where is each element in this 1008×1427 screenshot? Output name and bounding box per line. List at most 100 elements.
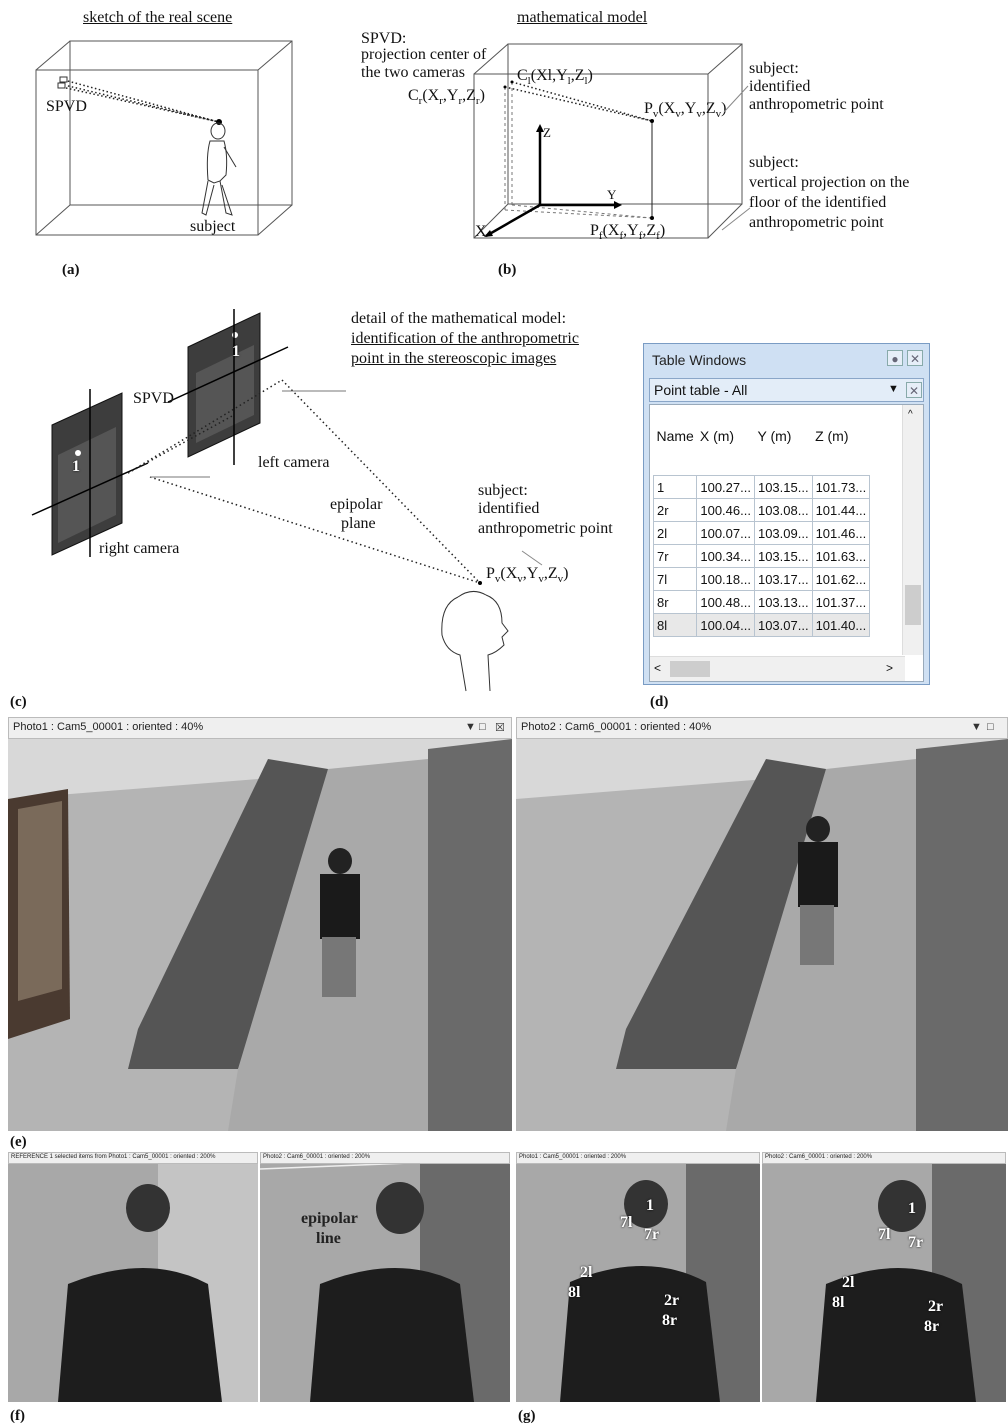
f-photo2-image: [260, 1164, 510, 1402]
photo2-image: [516, 739, 1008, 1131]
panel-b-title: mathematical model: [517, 9, 648, 26]
stereo-subject-line2: identified: [478, 500, 540, 517]
model-subject2-line3: floor of the identified: [749, 194, 887, 211]
g1-point-7l: 7l: [620, 1214, 633, 1231]
model-subject2-line2: vertical projection on the: [749, 174, 910, 191]
photo1-title-bar: Photo1 : Cam5_00001 : oriented : 40% ▼ □…: [8, 717, 512, 739]
model-subject1-line2: identified: [749, 78, 811, 95]
scroll-up-icon[interactable]: ^: [908, 409, 913, 420]
g2-point-8r: 8r: [924, 1318, 940, 1335]
table-row[interactable]: 7l 100.18... 103.17... 101.62...: [652, 567, 871, 591]
chevron-down-icon[interactable]: ▼: [888, 383, 899, 395]
photo2-title-bar: Photo2 : Cam6_00001 : oriented : 40% ▼ □: [516, 717, 1008, 739]
detail-title-line2: identification of the anthropometric: [351, 330, 579, 347]
table-row[interactable]: 2l 100.07... 103.09... 101.46...: [652, 521, 871, 545]
panel-a-label: (a): [62, 262, 80, 278]
axis-x-label: X: [475, 223, 487, 240]
axis-y-label: Y: [607, 187, 617, 202]
g2-point-2l: 2l: [842, 1274, 855, 1291]
g-photo1-image: [516, 1164, 760, 1402]
model-spvd-line2: projection center of: [361, 46, 487, 63]
stereo-subject-line1: subject:: [478, 482, 528, 499]
stereo-spvd-label: SPVD: [133, 390, 174, 407]
g-photo1-title: Photo1 : Cam5_00001 : oriented : 200%: [516, 1152, 760, 1164]
detail-title-line3: point in the stereoscopic images: [351, 350, 557, 367]
left-image-point-1: 1: [232, 343, 240, 360]
sketch-spvd-label: SPVD: [46, 98, 87, 115]
point-pv-label: Pv(Xv,Yv,Zv): [644, 100, 727, 121]
right-camera-label: right camera: [99, 540, 180, 557]
g1-point-7r: 7r: [644, 1226, 660, 1243]
epipolar-line-label-1: epipolar: [301, 1210, 358, 1227]
close-icon[interactable]: ✕: [907, 350, 923, 366]
g1-point-2l: 2l: [580, 1264, 593, 1281]
epipolar-plane-line2: plane: [341, 515, 376, 532]
col-header-x[interactable]: X (m): [699, 428, 735, 444]
left-camera-label: left camera: [258, 454, 330, 471]
g2-point-7r: 7r: [908, 1234, 924, 1251]
photo1-image: [8, 739, 512, 1131]
photo1-title: Photo1 : Cam5_00001 : oriented : 40%: [13, 721, 204, 733]
col-header-name[interactable]: Name: [656, 428, 694, 444]
point-cl-label: Cl(Xl,Yl,Zl): [517, 67, 593, 88]
f-photo1-image: [8, 1164, 258, 1402]
table-row[interactable]: 7r 100.34... 103.15... 101.63...: [652, 544, 871, 568]
detail-title-line1: detail of the mathematical model:: [351, 310, 567, 327]
g2-point-8l: 8l: [832, 1294, 845, 1311]
panel-a-title: sketch of the real scene: [83, 9, 233, 26]
model-subject2-line1: subject:: [749, 154, 799, 171]
dropdown-icon[interactable]: ▼: [465, 721, 476, 733]
point-cr-label: Cr(Xr,Yr,Zr): [408, 87, 485, 108]
scroll-left-icon[interactable]: <: [654, 661, 662, 675]
f-photo1-title: REFERENCE 1 selected items from Photo1 :…: [8, 1152, 258, 1164]
stereo-subject-line3: anthropometric point: [478, 520, 613, 537]
table-row[interactable]: 8r 100.48... 103.13... 101.37...: [652, 590, 871, 614]
maximize-icon[interactable]: □: [987, 721, 994, 733]
model-subject2-line4: anthropometric point: [749, 214, 884, 231]
g-photo2-title: Photo2 : Cam6_00001 : oriented : 200%: [762, 1152, 1006, 1164]
g2-point-2r: 2r: [928, 1298, 944, 1315]
photo1-window: Photo1 : Cam5_00001 : oriented : 40% ▼ □…: [8, 717, 512, 1131]
scroll-right-icon[interactable]: >: [886, 661, 894, 675]
g2-point-7l: 7l: [878, 1226, 891, 1243]
epipolar-plane-line1: epipolar: [330, 496, 383, 513]
table-window: Table Windows ● ✕ Point table - All ▼ ✕ …: [643, 343, 930, 685]
point-pf-label: Pf(Xf,Yf,Zf): [590, 222, 666, 243]
g1-point-2r: 2r: [664, 1292, 680, 1309]
stereo-diagram: [31, 309, 543, 692]
table-window-title: Table Windows: [652, 352, 747, 368]
panel-d-label: (d): [650, 694, 669, 710]
scroll-thumb[interactable]: [905, 585, 921, 625]
dropdown-value: Point table - All: [654, 382, 748, 398]
model-spvd-line1: SPVD:: [361, 30, 407, 47]
close-icon[interactable]: ☒: [495, 722, 505, 734]
g-photo2-image: [762, 1164, 1006, 1402]
panel-b-label: (b): [498, 262, 517, 278]
point-table-dropdown[interactable]: Point table - All ▼ ✕: [649, 378, 924, 402]
point-table-body: Name X (m) Y (m) Z (m) 1 100.27... 103.15.…: [649, 404, 924, 682]
model-leader-lines: [721, 85, 751, 231]
col-header-y[interactable]: Y (m): [757, 428, 792, 444]
vertical-scrollbar[interactable]: ^: [902, 405, 923, 655]
g1-point-8l: 8l: [568, 1284, 581, 1301]
table-row[interactable]: 8l 100.04... 103.07... 101.40...: [652, 613, 871, 637]
col-header-z[interactable]: Z (m): [815, 428, 849, 444]
model-subject1-line1: subject:: [749, 60, 799, 77]
f-photo2-title: Photo2 : Cam6_00001 : oriented : 200%: [260, 1152, 510, 1164]
model-subject1-line3: anthropometric point: [749, 96, 884, 113]
dropdown-close-icon[interactable]: ✕: [906, 382, 922, 398]
horizontal-scrollbar[interactable]: < >: [650, 656, 905, 681]
dropdown-icon[interactable]: ▼: [971, 721, 982, 733]
table-row[interactable]: 1 100.27... 103.15... 101.73...: [652, 475, 871, 499]
maximize-icon[interactable]: □: [479, 721, 486, 733]
stereo-pv-label: Pv(Xv,Yv,Zv): [486, 565, 569, 586]
panel-e-label: (e): [10, 1134, 27, 1150]
table-row[interactable]: 2r 100.46... 103.08... 101.44...: [652, 498, 871, 522]
point-table: Name X (m) Y (m) Z (m) 1 100.27... 103.15.…: [652, 405, 871, 637]
photo2-title: Photo2 : Cam6_00001 : oriented : 40%: [521, 721, 712, 733]
hscroll-thumb[interactable]: [670, 661, 710, 677]
sketch-diagram: [35, 40, 293, 236]
panel-c-label: (c): [10, 694, 27, 710]
pin-icon[interactable]: ●: [887, 350, 903, 366]
epipolar-line-label-2: line: [316, 1230, 341, 1247]
